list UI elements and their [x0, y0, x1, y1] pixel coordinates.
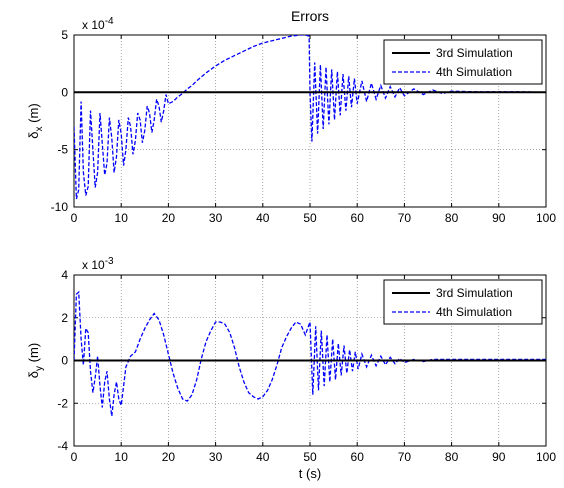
- y-tick-label: -10: [51, 200, 69, 214]
- legend: 3rd Simulation 4th Simulation: [383, 39, 543, 85]
- legend-label: 3rd Simulation: [436, 286, 513, 300]
- x-tick-label: 30: [209, 450, 223, 464]
- x-tick-label: 60: [351, 211, 365, 225]
- y-tick-label: 0: [61, 85, 68, 99]
- exponent-label: x 10-4: [82, 16, 114, 32]
- x-tick-label: 0: [71, 211, 78, 225]
- y-axis-label: δx (m): [26, 103, 45, 138]
- x-tick-label: 100: [536, 450, 556, 464]
- y-tick-label: -4: [57, 439, 68, 453]
- series-line-4th-simulation: [74, 290, 546, 417]
- y-tick-label: -5: [57, 143, 68, 157]
- x-tick-label: 80: [445, 450, 459, 464]
- x-tick-label: 50: [303, 450, 317, 464]
- x-tick-label: 70: [398, 450, 412, 464]
- y-tick-label: 5: [61, 28, 68, 42]
- legend-label: 3rd Simulation: [436, 46, 513, 60]
- exponent-label: x 10-3: [82, 256, 114, 272]
- legend-box: [383, 279, 543, 325]
- legend-box: [383, 39, 543, 85]
- x-tick-label: 90: [492, 211, 506, 225]
- legend-label: 4th Simulation: [436, 65, 512, 79]
- panel-delta-y: 0 10 20 30 40 50 60 70 80 90 100 -4 -2 0 2 4 x 10-3 δy (m…: [26, 256, 556, 481]
- x-tick-label: 60: [351, 450, 365, 464]
- x-tick-label: 10: [115, 211, 129, 225]
- x-tick-label: 50: [303, 211, 317, 225]
- x-tick-label: 40: [256, 211, 270, 225]
- chart-title: Errors: [291, 8, 329, 24]
- y-axis-label: δy (m): [26, 343, 45, 378]
- exponent-power: -3: [105, 256, 114, 267]
- y-tick-label: 2: [61, 311, 68, 325]
- x-tick-label: 30: [209, 211, 223, 225]
- x-tick-label: 20: [162, 450, 176, 464]
- x-tick-label: 10: [115, 450, 129, 464]
- y-tick-label: 4: [61, 268, 68, 282]
- exponent-power: -4: [105, 16, 114, 27]
- x-tick-label: 20: [162, 211, 176, 225]
- legend-label: 4th Simulation: [436, 305, 512, 319]
- legend: 3rd Simulation 4th Simulation: [383, 279, 543, 325]
- x-tick-label: 0: [71, 450, 78, 464]
- panel-delta-x: 0 10 20 30 40 50 60 70 80 90 100 -10 -5 0 5 x 10-4 δx (m…: [26, 16, 556, 225]
- x-tick-label: 40: [256, 450, 270, 464]
- x-tick-label: 100: [536, 211, 556, 225]
- y-tick-label: 0: [61, 354, 68, 368]
- x-axis-label: t (s): [299, 466, 321, 481]
- x-tick-label: 80: [445, 211, 459, 225]
- x-tick-label: 70: [398, 211, 412, 225]
- x-tick-label: 90: [492, 450, 506, 464]
- y-tick-label: -2: [57, 396, 68, 410]
